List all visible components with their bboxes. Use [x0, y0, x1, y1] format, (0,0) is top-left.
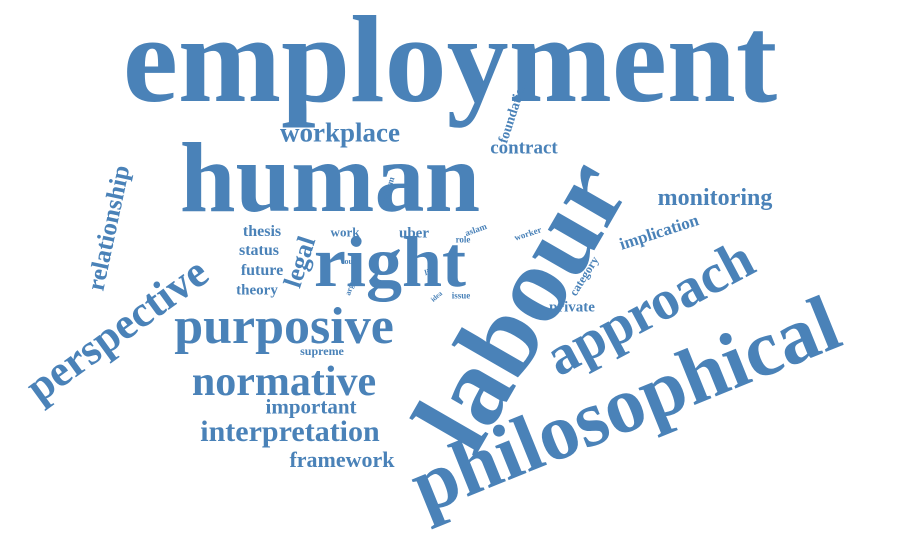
word-employment: employment — [122, 0, 778, 128]
word-theory: theory — [236, 282, 278, 299]
word-thesis: thesis — [242, 223, 282, 240]
word-normative: normative — [191, 359, 377, 405]
word-important: important — [265, 394, 357, 419]
word-role: role — [455, 234, 471, 245]
word-interpretation: interpretation — [200, 415, 380, 448]
word-uber: uber — [399, 225, 429, 242]
word-relationship: relationship — [82, 162, 136, 294]
word-issue: issue — [451, 290, 471, 301]
word-court: court — [340, 257, 360, 266]
word-workplace: workplace — [280, 117, 400, 148]
word-private: private — [549, 299, 595, 316]
word-framework: framework — [289, 447, 395, 472]
word-monitoring: monitoring — [657, 185, 773, 211]
word-supreme: supreme — [300, 344, 344, 358]
word-status: status — [238, 242, 280, 259]
word-purposive: purposive — [174, 298, 394, 355]
word-contract: contract — [490, 137, 558, 159]
word-work: work — [330, 224, 360, 240]
word-future: future — [240, 262, 284, 279]
word-human: human — [179, 122, 481, 233]
word-right: right — [314, 222, 466, 302]
